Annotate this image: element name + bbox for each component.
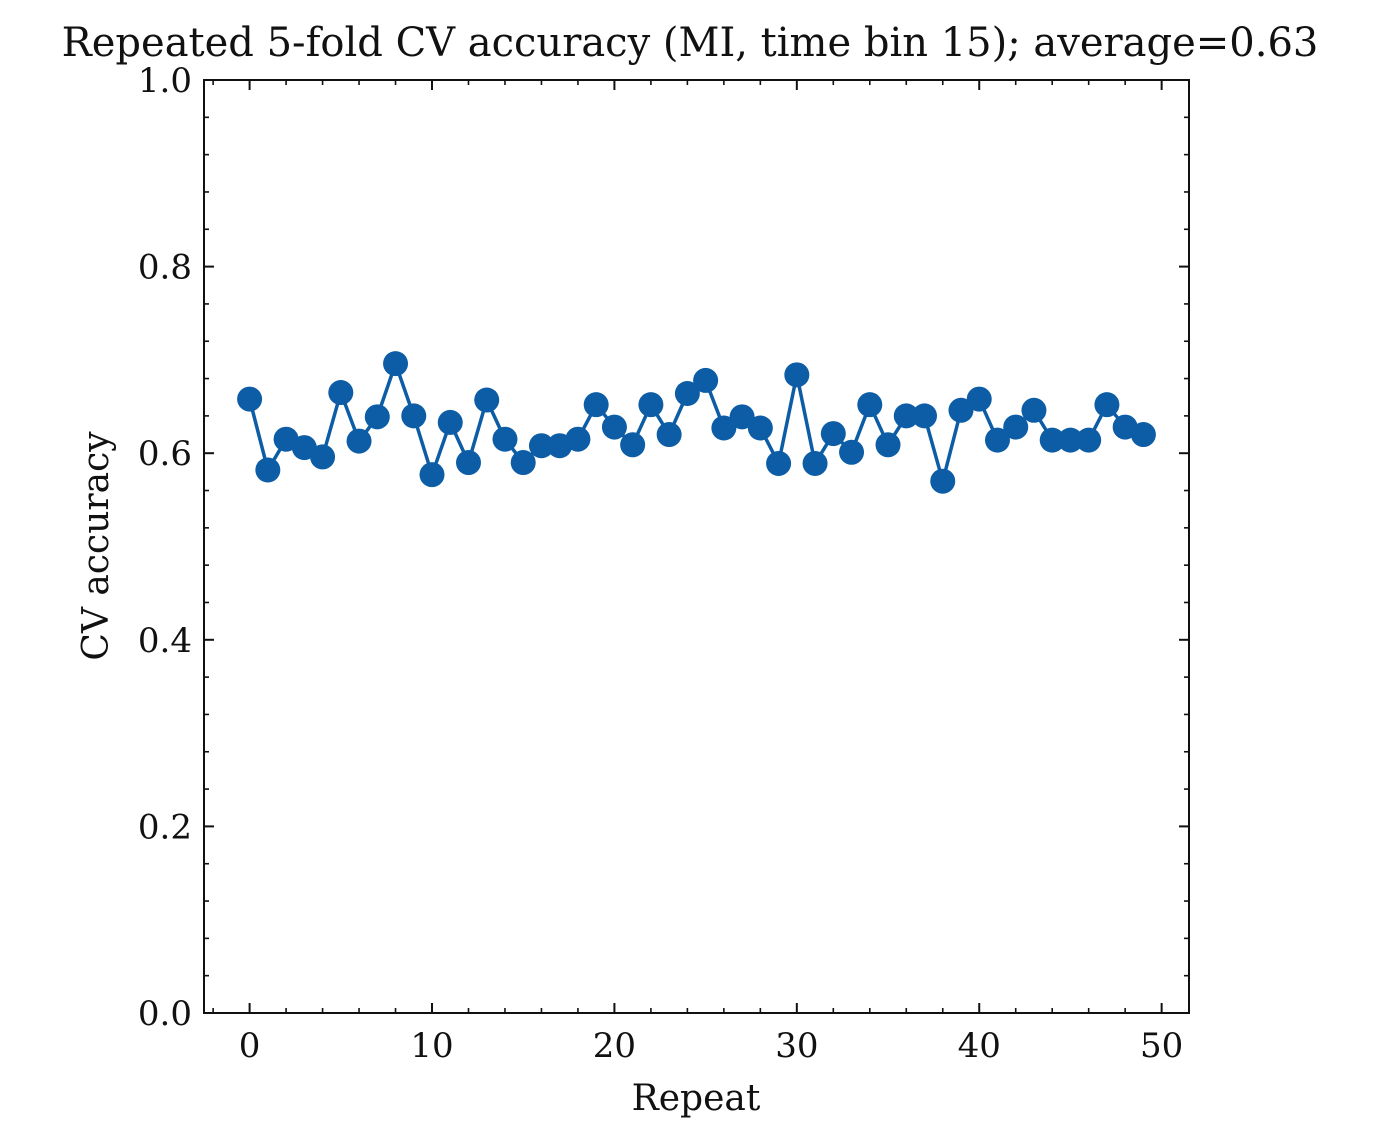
data-point	[766, 450, 792, 476]
data-point	[401, 403, 427, 429]
y-axis-label: CV accuracy	[76, 431, 117, 661]
y-tick-label: 0.8	[138, 248, 192, 288]
data-point	[601, 414, 627, 440]
data-point	[255, 457, 281, 483]
x-tick-label: 0	[239, 1026, 261, 1066]
data-point	[948, 397, 974, 423]
chart-title: Repeated 5-fold CV accuracy (MI, time bi…	[62, 20, 1319, 66]
x-axis-label: Repeat	[632, 1078, 761, 1119]
x-tick-label: 50	[1140, 1026, 1183, 1066]
data-point	[565, 426, 591, 452]
data-point	[346, 428, 372, 454]
data-point	[419, 462, 445, 488]
data-point	[237, 386, 263, 412]
data-point	[1076, 427, 1102, 453]
data-point	[820, 421, 846, 447]
x-tick-label: 40	[958, 1026, 1001, 1066]
data-point	[656, 422, 682, 448]
data-point	[510, 450, 536, 476]
y-tick-label: 1.0	[138, 61, 192, 101]
data-point	[693, 367, 719, 393]
y-tick-label: 0.6	[138, 434, 192, 474]
data-point	[674, 380, 700, 406]
data-point	[1003, 414, 1029, 440]
data-point	[729, 404, 755, 430]
data-point	[711, 415, 737, 441]
series-layer	[237, 351, 1156, 494]
data-point	[784, 362, 810, 388]
data-point	[638, 392, 664, 418]
data-point	[984, 427, 1010, 453]
x-tick-label: 30	[775, 1026, 818, 1066]
data-point	[1039, 427, 1065, 453]
data-point	[1094, 392, 1120, 418]
data-point	[474, 387, 500, 413]
data-point	[310, 444, 336, 470]
data-point	[802, 450, 828, 476]
axes: 0.0 0.2 0.4 0.6 0.8 1.0 0 10 20 30 40 50	[138, 61, 1190, 1066]
data-point	[966, 386, 992, 412]
data-point	[620, 432, 646, 458]
x-tick-label: 10	[410, 1026, 453, 1066]
y-tick-label: 0.2	[138, 807, 192, 847]
data-point	[437, 409, 463, 435]
plot-frame	[203, 79, 1190, 1014]
data-point	[583, 392, 609, 418]
x-tick-label: 20	[593, 1026, 636, 1066]
data-point	[455, 450, 481, 476]
data-point	[1057, 427, 1083, 453]
y-tick-label: 0.0	[138, 994, 192, 1034]
data-point	[839, 439, 865, 465]
data-point	[912, 403, 938, 429]
data-point	[528, 433, 554, 459]
data-point	[930, 468, 956, 494]
data-point	[857, 392, 883, 418]
data-point	[893, 403, 919, 429]
data-point	[364, 404, 390, 430]
data-point	[492, 426, 518, 452]
data-point	[1130, 422, 1156, 448]
data-point	[1021, 397, 1047, 423]
y-tick-label: 0.4	[138, 621, 192, 661]
data-point	[747, 415, 773, 441]
data-point	[875, 432, 901, 458]
data-point	[383, 351, 409, 377]
data-point	[328, 380, 354, 406]
